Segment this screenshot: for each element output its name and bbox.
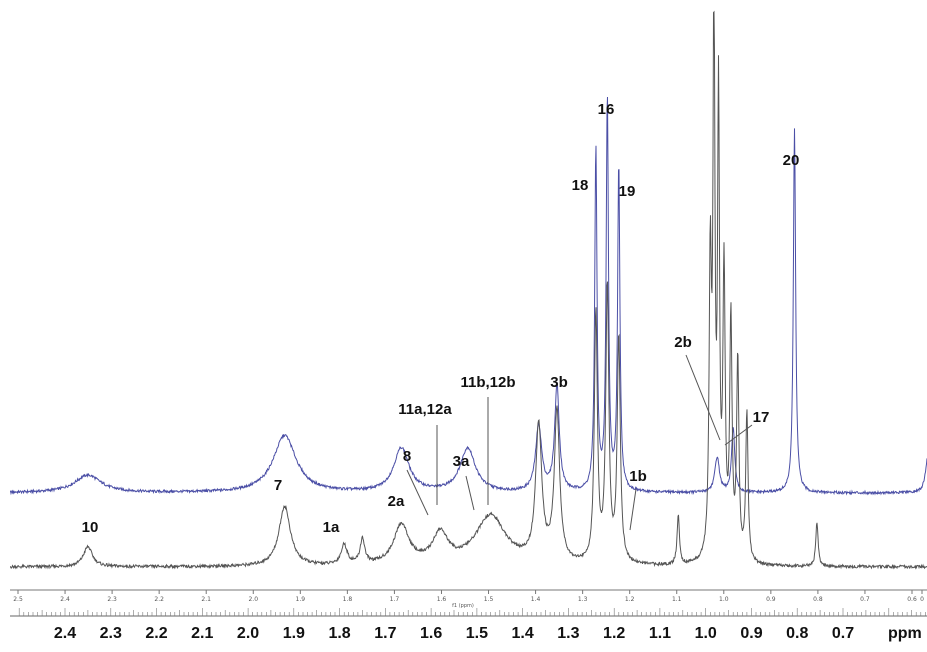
peak-label: 17 [753,409,770,426]
main-axis-tick-label: 2.1 [191,625,213,642]
spectrum-trace-upper [10,96,927,496]
small-axis-tick-label: 2.4 [60,596,70,603]
main-axis-tick-label: 2.4 [54,625,76,642]
peak-label: 19 [619,183,636,200]
peak-labels: 10 7 1a 2a 8 11a,12a 3a 11b,12b 3b 1b 18 16 19 2b 17 20 [82,101,800,536]
small-axis-tick-label: 0.8 [813,596,823,603]
main-axis-tick-label: 1.9 [283,625,305,642]
small-axis-tick-label: 2.2 [154,596,164,603]
small-axis-unit: f1 (ppm) [452,603,474,609]
peak-label: 16 [598,101,615,118]
small-axis-tick-label: 0 [920,596,924,603]
small-axis-tick-label: 0.9 [766,596,776,603]
small-axis-tick-label: 1.8 [343,596,353,603]
main-axis-tick-label: 1.7 [374,625,396,642]
small-axis-tick-label: 2.5 [13,596,23,603]
main-axis-tick-label: 0.9 [740,625,762,642]
small-axis-tick-label: 0.7 [860,596,870,603]
peak-leader-line [685,354,721,441]
peak-label: 11a,12a [398,401,452,418]
main-axis-tick-label: 1.6 [420,625,442,642]
small-axis-tick-label: 1.5 [484,596,494,603]
peak-label: 1b [629,468,647,485]
small-axis-tick-label: 1.3 [578,596,588,603]
peak-label: 18 [572,177,589,194]
peak-leader-line [465,475,475,511]
small-axis-tick-label: 1.7 [390,596,400,603]
small-axis-tick-label: 1.1 [672,596,682,603]
peak-label: 20 [783,152,800,169]
main-axis-tick-label: 0.7 [832,625,854,642]
peak-leader-line [629,488,637,531]
small-axis-tick-label: 2.1 [201,596,211,603]
peak-label: 10 [82,519,99,536]
peak-label: 11b,12b [460,374,515,391]
peak-label: 3b [550,374,568,391]
small-axis-tick-label: 1.0 [719,596,729,603]
small-axis-tick-label: 1.4 [531,596,541,603]
small-axis-tick-label: 1.2 [625,596,635,603]
main-axis-tick-label: 2.3 [100,625,122,642]
peak-leader-line [406,469,429,516]
main-axis-tick-label: 1.0 [695,625,717,642]
small-axis-tick-label: 2.0 [248,596,258,603]
small-axis-tick-label: 1.6 [437,596,447,603]
main-axis-tick-label: 1.2 [603,625,625,642]
spectrum-trace-lower [10,10,927,570]
spectrum-traces [10,10,927,570]
small-axis-tick-label: 1.9 [296,596,306,603]
peak-label: 1a [323,519,340,536]
main-ppm-axis: 2.4 2.3 2.2 2.1 2.0 1.9 1.8 1.7 1.6 1.5 1.4 1.3 1.2 1… [10,608,927,642]
main-axis-tick-label: 1.8 [328,625,350,642]
main-axis-tick-label: 1.5 [466,625,488,642]
peak-label: 2a [388,493,405,510]
peak-label: 2b [674,334,692,351]
main-axis-tick-label: 0.8 [786,625,808,642]
main-axis-tick-label: 2.2 [145,625,167,642]
small-axis-tick-label: 0.6 [907,596,917,603]
main-axis-tick-label: 1.4 [512,625,534,642]
main-axis-unit: ppm [888,625,922,642]
main-axis-tick-label: 1.3 [557,625,579,642]
main-axis-tick-label: 2.0 [237,625,259,642]
peak-leader-line [724,424,753,446]
main-axis-tick-label: 1.1 [649,625,671,642]
small-ppm-axis: 2.5 2.4 2.3 2.2 2.1 2.0 1.9 1.8 1.7 1.6 1.5 1.4 1.3 1… [10,589,927,609]
peak-label: 7 [274,477,282,494]
peak-label: 3a [453,453,470,470]
small-axis-tick-label: 2.3 [107,596,117,603]
peak-label: 8 [403,448,411,465]
